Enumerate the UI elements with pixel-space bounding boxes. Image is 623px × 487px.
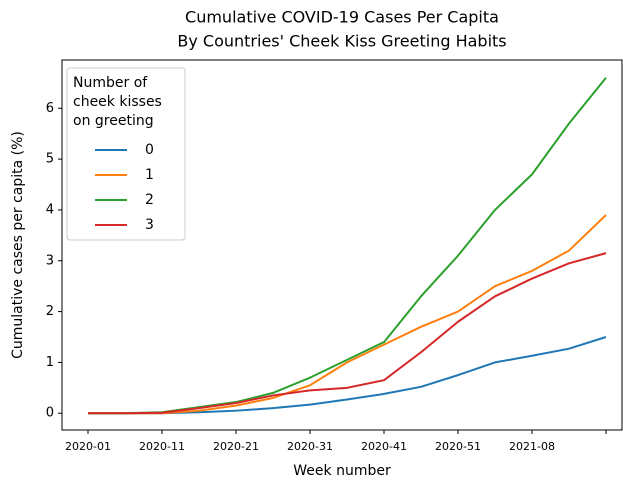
x-tick-label: 2020-21 bbox=[213, 440, 259, 453]
x-tick-label: 2021-08 bbox=[509, 440, 555, 453]
x-tick-label: 2020-31 bbox=[287, 440, 333, 453]
y-tick-label: 0 bbox=[46, 406, 54, 421]
x-tick-label: 2020-41 bbox=[361, 440, 407, 453]
x-tick-label: 2020-51 bbox=[435, 440, 481, 453]
plot-frame bbox=[61, 59, 623, 431]
legend-title: cheek kisses bbox=[73, 94, 162, 110]
y-tick-label: 6 bbox=[46, 101, 54, 116]
legend-label: 3 bbox=[145, 217, 154, 233]
legend-title: Number of bbox=[73, 75, 148, 91]
x-tick-label: 2020-01 bbox=[65, 440, 111, 453]
legend-label: 1 bbox=[145, 167, 154, 183]
y-tick-label: 5 bbox=[46, 152, 54, 167]
series-line bbox=[88, 214, 607, 415]
legend-title: on greeting bbox=[73, 113, 154, 129]
y-tick-label: 3 bbox=[46, 253, 54, 268]
y-tick-label: 2 bbox=[46, 304, 54, 319]
y-tick-label: 4 bbox=[46, 202, 54, 217]
series-line bbox=[88, 336, 607, 415]
legend-box bbox=[66, 67, 186, 241]
chart-title: By Countries' Cheek Kiss Greeting Habits bbox=[177, 32, 506, 51]
y-axis-label: Cumulative cases per capita (%) bbox=[10, 131, 26, 359]
chart-title: Cumulative COVID-19 Cases Per Capita bbox=[185, 8, 499, 27]
legend-label: 0 bbox=[145, 142, 154, 158]
series-line bbox=[88, 252, 607, 415]
legend-label: 2 bbox=[145, 192, 154, 208]
y-tick-label: 1 bbox=[46, 355, 54, 370]
x-tick-label: 2020-11 bbox=[139, 440, 185, 453]
x-axis-label: Week number bbox=[293, 463, 391, 479]
